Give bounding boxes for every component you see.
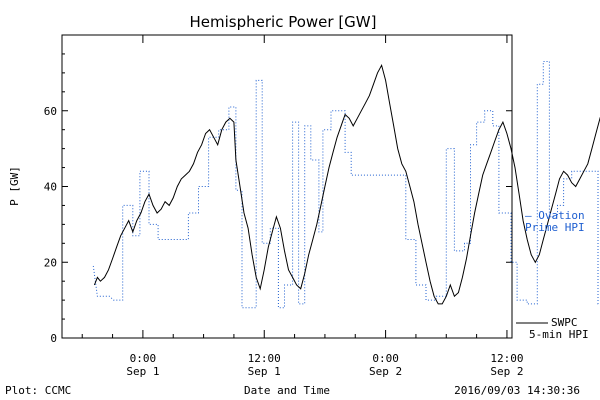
y-tick-label: 40 — [44, 181, 57, 194]
x-tick-time: 12:00 — [248, 352, 281, 365]
series-line-ovation — [92, 61, 600, 309]
legend-ovation-line1: – Ovation — [525, 209, 585, 222]
footer-timestamp: 2016/09/03 14:30:36 — [454, 384, 580, 397]
x-tick-date: Sep 2 — [369, 365, 402, 378]
y-axis-label: P [GW] — [8, 166, 21, 206]
y-tick-label: 60 — [44, 105, 57, 118]
footer-plot-credit: Plot: CCMC — [5, 384, 71, 397]
x-tick-time: 12:00 — [490, 352, 523, 365]
chart-title: Hemispheric Power [GW] — [190, 13, 377, 31]
x-tick-date: Sep 1 — [248, 365, 281, 378]
x-tick-date: Sep 2 — [490, 365, 523, 378]
legend-swpc-line2: 5-min HPI — [529, 328, 589, 341]
series-layer — [92, 61, 600, 309]
x-tick-time: 0:00 — [372, 352, 399, 365]
series-line-swpc — [93, 63, 600, 305]
y-tick-label: 0 — [50, 332, 57, 345]
y-tick-label: 20 — [44, 256, 57, 269]
legend-ovation-line2: Prime HPI — [525, 221, 585, 234]
plot-frame — [61, 34, 513, 339]
legend: – Ovation Prime HPI SWPC 5-min HPI — [516, 209, 589, 341]
x-tick-time: 0:00 — [130, 352, 157, 365]
x-axis-label: Date and Time — [244, 384, 330, 397]
y-axis: 0 20 40 60 — [44, 53, 512, 345]
x-tick-date: Sep 1 — [126, 365, 159, 378]
legend-swpc-line1: SWPC — [551, 316, 578, 329]
